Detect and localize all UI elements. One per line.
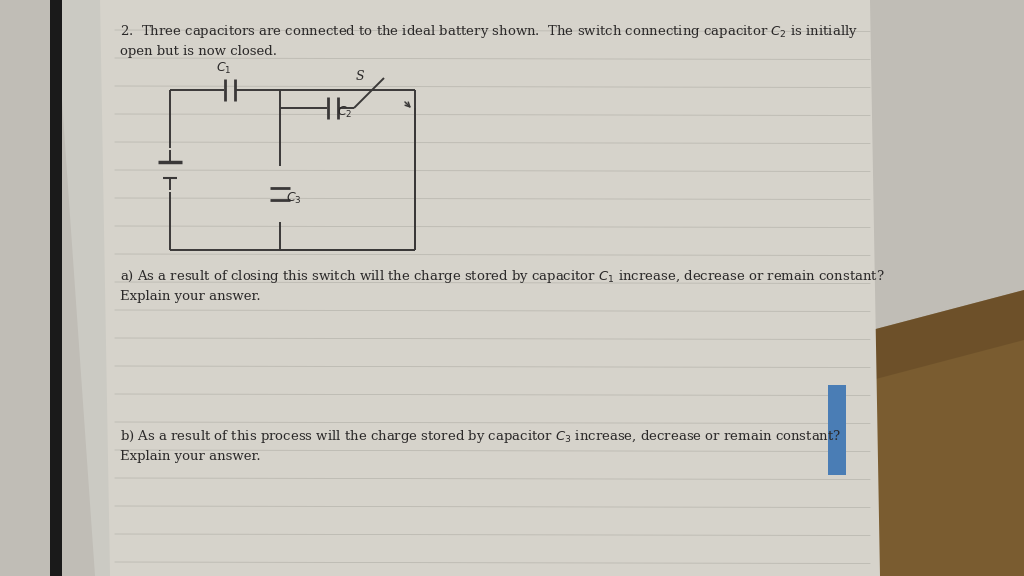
Polygon shape — [55, 0, 870, 576]
Text: open but is now closed.: open but is now closed. — [120, 45, 278, 58]
Bar — [828, 385, 846, 475]
Text: Explain your answer.: Explain your answer. — [120, 450, 261, 463]
Text: $C_3$: $C_3$ — [286, 191, 302, 206]
Polygon shape — [720, 290, 1024, 420]
Text: Explain your answer.: Explain your answer. — [120, 290, 261, 303]
Text: a) As a result of closing this switch will the charge stored by capacitor $C_1$ : a) As a result of closing this switch wi… — [120, 268, 885, 285]
Text: $C_2$: $C_2$ — [337, 105, 352, 120]
Polygon shape — [720, 290, 1024, 576]
Bar — [50, 0, 62, 576]
Text: b) As a result of this process will the charge stored by capacitor $C_3$ increas: b) As a result of this process will the … — [120, 428, 842, 445]
Text: 2.  Three capacitors are connected to the ideal battery shown.  The switch conne: 2. Three capacitors are connected to the… — [120, 23, 858, 40]
Text: S: S — [356, 70, 365, 83]
Polygon shape — [100, 0, 880, 576]
Text: $C_1$: $C_1$ — [216, 61, 231, 76]
